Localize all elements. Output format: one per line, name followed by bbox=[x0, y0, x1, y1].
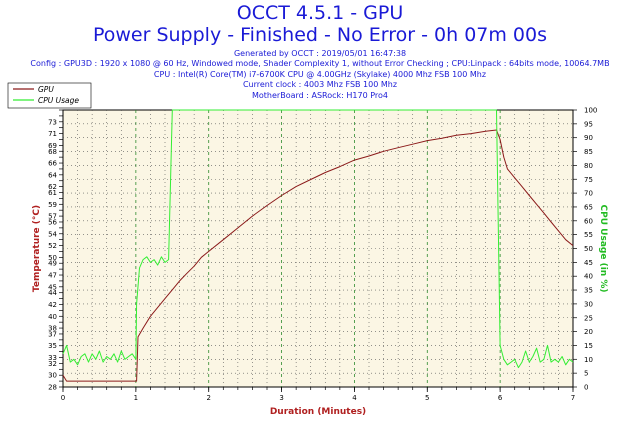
cpu-info: CPU : Intel(R) Core(TM) i7-6700K CPU @ 4… bbox=[153, 70, 487, 79]
right-tick-label: 15 bbox=[584, 342, 593, 350]
right-tick-label: 45 bbox=[584, 259, 593, 267]
left-tick-label: 35 bbox=[48, 342, 57, 350]
left-tick-label: 47 bbox=[48, 272, 57, 280]
left-tick-label: 57 bbox=[48, 213, 57, 221]
right-axis-title: CPU Usage (in %) bbox=[598, 205, 608, 293]
left-tick-label: 40 bbox=[48, 313, 57, 321]
right-tick-label: 100 bbox=[584, 107, 597, 115]
generated-info: Generated by OCCT : 2019/05/01 16:47:38 bbox=[233, 49, 407, 58]
right-tick-label: 60 bbox=[584, 217, 593, 225]
right-tick-label: 75 bbox=[584, 176, 593, 184]
left-tick-label: 61 bbox=[48, 189, 57, 197]
right-tick-label: 50 bbox=[584, 245, 593, 253]
x-tick-label: 6 bbox=[498, 394, 503, 402]
left-tick-label: 69 bbox=[48, 142, 57, 150]
left-tick-label: 42 bbox=[48, 301, 57, 309]
right-tick-label: 70 bbox=[584, 190, 593, 198]
left-tick-label: 59 bbox=[48, 201, 57, 209]
motherboard-info: MotherBoard : ASRock: H170 Pro4 bbox=[251, 91, 389, 100]
left-tick-label: 38 bbox=[48, 325, 57, 333]
right-tick-label: 90 bbox=[584, 134, 593, 142]
right-tick-label: 35 bbox=[584, 287, 593, 295]
left-tick-label: 45 bbox=[48, 283, 57, 291]
x-axis-title: Duration (Minutes) bbox=[270, 407, 366, 417]
left-tick-label: 66 bbox=[48, 160, 57, 168]
x-tick-label: 4 bbox=[352, 394, 357, 402]
left-tick-label: 62 bbox=[48, 183, 57, 191]
left-tick-label: 68 bbox=[48, 148, 57, 156]
right-tick-label: 55 bbox=[584, 231, 593, 239]
right-tick-label: 95 bbox=[584, 120, 593, 128]
cpu-usage-series-line bbox=[62, 109, 574, 369]
x-tick-label: 3 bbox=[279, 394, 283, 402]
right-tick-label: 25 bbox=[584, 314, 593, 322]
left-tick-label: 56 bbox=[48, 218, 57, 226]
right-tick-label: 20 bbox=[584, 328, 593, 336]
x-tick-label: 0 bbox=[61, 394, 65, 402]
clock-info: Current clock : 4003 Mhz FSB 100 Mhz bbox=[242, 80, 398, 89]
left-tick-label: 28 bbox=[48, 384, 57, 392]
left-tick-label: 71 bbox=[48, 130, 57, 138]
right-tick-label: 10 bbox=[584, 356, 593, 364]
left-axis-title: Temperature (°C) bbox=[32, 205, 42, 292]
left-tick-label: 50 bbox=[48, 254, 57, 262]
left-tick-label: 64 bbox=[48, 171, 57, 179]
left-tick-label: 52 bbox=[48, 242, 57, 250]
chart-subtitle: Power Supply - Finished - No Error - 0h … bbox=[92, 24, 548, 46]
x-tick-label: 5 bbox=[425, 394, 429, 402]
right-tick-label: 85 bbox=[584, 148, 593, 156]
legend-label: CPU Usage bbox=[38, 96, 79, 105]
legend-label: GPU bbox=[38, 85, 54, 94]
left-tick-label: 37 bbox=[48, 330, 57, 338]
right-tick-label: 5 bbox=[584, 370, 588, 378]
config-info: Config : GPU3D : 1920 x 1080 @ 60 Hz, Wi… bbox=[30, 59, 610, 68]
x-tick-label: 2 bbox=[206, 394, 210, 402]
left-tick-label: 73 bbox=[48, 118, 57, 126]
right-tick-label: 80 bbox=[584, 162, 593, 170]
legend-box bbox=[7, 82, 92, 109]
x-tick-label: 7 bbox=[571, 394, 575, 402]
gpu-series-line bbox=[62, 129, 574, 382]
right-tick-label: 40 bbox=[584, 273, 593, 281]
right-tick-label: 30 bbox=[584, 300, 593, 308]
left-tick-label: 44 bbox=[48, 289, 57, 297]
right-tick-label: 0 bbox=[584, 384, 588, 392]
chart-title: OCCT 4.5.1 - GPU bbox=[236, 2, 404, 24]
left-tick-label: 30 bbox=[48, 372, 57, 380]
left-tick-label: 33 bbox=[48, 354, 57, 362]
left-tick-label: 32 bbox=[48, 360, 57, 368]
left-tick-label: 54 bbox=[48, 230, 57, 238]
x-tick-label: 1 bbox=[134, 394, 138, 402]
left-tick-label: 49 bbox=[48, 260, 57, 268]
right-tick-label: 65 bbox=[584, 203, 593, 211]
